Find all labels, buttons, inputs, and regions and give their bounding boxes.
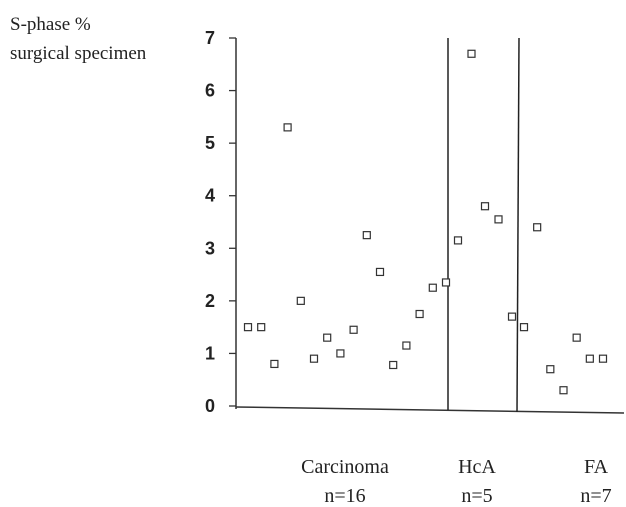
point-carcinoma-2 [257,323,266,332]
point-fa-7 [598,354,608,363]
y-tick-label-3: 3 [205,238,215,258]
point-carcinoma-16 [441,278,451,287]
y-tick-label-6: 6 [205,81,215,101]
group-label-carcinoma: Carcinoma [301,456,389,478]
point-carcinoma-13 [402,341,411,350]
point-carcinoma-8 [336,349,345,358]
point-fa-6 [585,354,594,363]
point-fa-1 [519,323,529,332]
point-fa-2 [533,223,542,232]
group-n-hca: n=5 [461,485,492,507]
y-tick-label-4: 4 [205,186,215,206]
point-hca-1 [453,236,463,245]
point-carcinoma-5 [296,296,305,305]
point-hca-2 [467,49,476,58]
group-n-fa: n=7 [580,485,611,507]
y-axis-label-line-1: S-phase % [10,14,91,35]
group-label-hca: HcA [458,456,496,478]
point-hca-3 [480,202,490,211]
data-points [243,49,608,395]
point-carcinoma-15 [428,283,437,292]
point-carcinoma-1 [243,323,253,332]
group-n-carcinoma: n=16 [324,485,365,507]
point-carcinoma-12 [389,360,398,370]
point-carcinoma-7 [323,333,332,342]
y-ticks: 0 1 2 3 4 5 6 7 [205,28,236,416]
point-carcinoma-10 [362,231,371,240]
point-hca-5 [507,312,517,321]
point-carcinoma-14 [415,309,424,319]
point-fa-4 [559,386,568,395]
divider-hca-fa [516,37,520,413]
y-axis-label-line-2: surgical specimen [10,43,147,64]
point-fa-3 [546,365,555,374]
point-fa-5 [572,333,581,342]
y-tick-label-1: 1 [205,343,215,363]
group-label-fa: FA [584,456,609,478]
y-tick-label-2: 2 [205,291,215,311]
point-carcinoma-11 [375,267,385,277]
x-axis [235,406,625,414]
point-carcinoma-4 [283,123,292,132]
y-tick-label-0: 0 [205,396,215,416]
y-tick-label-5: 5 [205,133,215,153]
point-hca-4 [494,215,503,224]
point-carcinoma-6 [309,354,319,363]
y-tick-label-7: 7 [205,28,215,48]
point-carcinoma-3 [270,359,279,369]
point-carcinoma-9 [349,325,358,334]
